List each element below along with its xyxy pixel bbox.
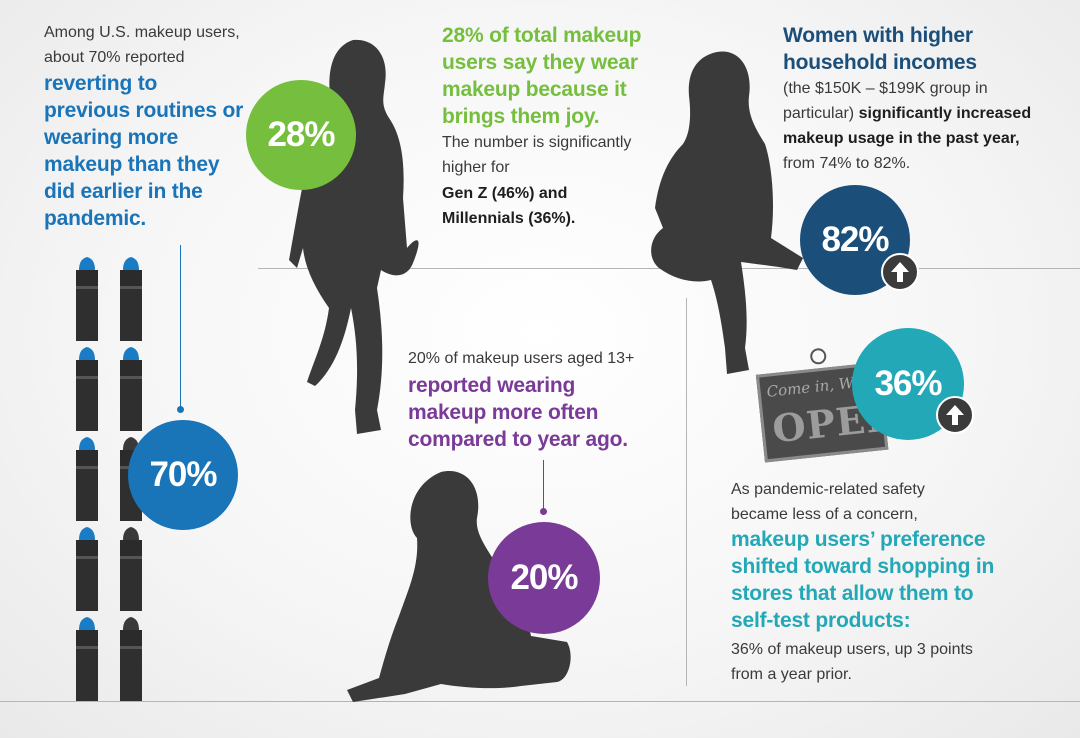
block-82-body-1: (the $150K – $199K group in particular) … (783, 76, 1043, 176)
block-36-highlight: makeup users’ preference shifted toward … (731, 528, 995, 632)
stat-circle-70: 70% (128, 420, 238, 530)
connector-20-dot (540, 508, 547, 515)
block-36-intro: As pandemic-related safety became less o… (731, 481, 925, 523)
stat-circle-28: 28% (246, 80, 356, 190)
stat-circle-36: 36% (852, 328, 964, 440)
divider-vertical (686, 298, 687, 686)
open-sign-hook (809, 347, 828, 366)
block-82-highlight: Women with higher household incomes (783, 24, 977, 74)
arrow-up-icon-82 (881, 253, 919, 291)
block-20-highlight: reported wearing makeup more often compa… (408, 374, 628, 451)
block-82-body-1-text: (the $150K – $199K group in particular) (783, 80, 988, 122)
block-20-intro: 20% of makeup users aged 13+ (408, 350, 635, 367)
block-70-intro: Among U.S. makeup users, about 70% repor… (44, 24, 240, 66)
block-82-body-2: from 74% to 82%. (783, 155, 911, 172)
connector-70 (180, 245, 181, 410)
open-sign-line1: Come in, We (765, 372, 863, 401)
stat-circle-20: 20% (488, 522, 600, 634)
divider-bottom (0, 701, 1080, 702)
silhouette-woman-floor (347, 471, 571, 702)
block-36-body: 36% of makeup users, up 3 points from a … (731, 641, 973, 683)
block-70-highlight: reverting to previous routines or wearin… (44, 72, 244, 230)
connector-20 (543, 460, 544, 512)
block-82-bold: significantly increased makeup usage in … (783, 105, 1032, 147)
arrow-up-icon-36 (936, 396, 974, 434)
block-28-body: The number is significantly higher for (442, 134, 632, 176)
connector-70-dot (177, 406, 184, 413)
block-28-bold: Gen Z (46%) and Millennials (36%). (442, 185, 576, 227)
silhouette-woman-sitting-right (651, 51, 803, 375)
block-28-highlight: 28% of total makeup users say they wear … (442, 24, 642, 128)
